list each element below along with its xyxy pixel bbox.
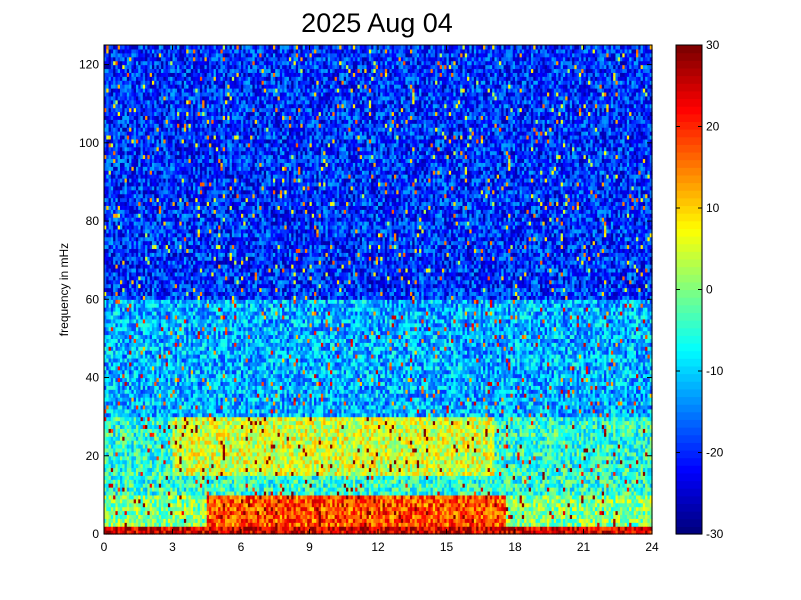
heatmap-cells <box>104 45 653 535</box>
chart-title: 2025 Aug 04 <box>301 8 453 38</box>
plot-area <box>104 45 653 535</box>
